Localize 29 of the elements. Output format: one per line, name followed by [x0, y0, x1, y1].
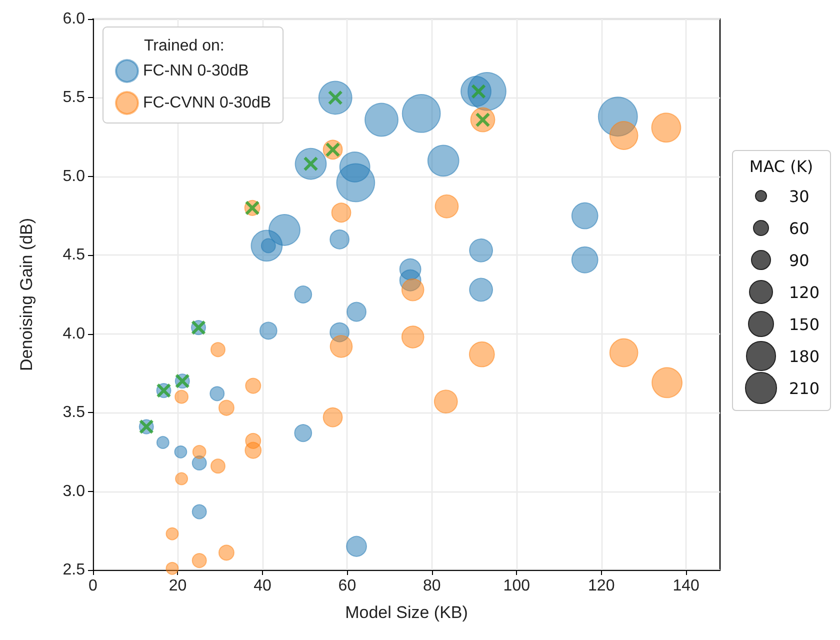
- legend-label: 120: [789, 282, 820, 302]
- y-axis-title: Denoising Gain (dB): [17, 218, 36, 372]
- legend-label: 150: [789, 314, 820, 334]
- legend-label: 30: [789, 186, 810, 206]
- legend-label: FC-CVNN 0-30dB: [143, 94, 272, 112]
- x-tick-label: 20: [168, 578, 187, 594]
- y-tick-label: 2.5: [62, 562, 86, 578]
- x-tick-label: 60: [338, 578, 356, 594]
- x-tick-label: 80: [423, 578, 441, 594]
- y-tick-label: 5.5: [62, 89, 86, 106]
- y-tick-label: 4.5: [62, 246, 86, 264]
- text: MAC (K): [748, 157, 814, 176]
- legend-label: 90: [789, 250, 810, 270]
- legend-label: FC-NN 0-30dB: [143, 62, 249, 80]
- x-tick-label: 120: [588, 578, 615, 594]
- legend-label: 180: [789, 346, 820, 366]
- x-tick-label: 40: [254, 578, 272, 594]
- y-tick-label: 5.0: [62, 168, 86, 185]
- x-axis-title: Model Size (KB): [345, 603, 468, 622]
- legend-label: 60: [789, 218, 810, 238]
- legend-title: Trained on:: [144, 38, 224, 54]
- y-tick-label: 3.0: [62, 482, 86, 500]
- x-tick-label: 140: [672, 578, 700, 594]
- y-tick-label: 4.0: [62, 325, 86, 342]
- x-tick-label: 100: [503, 578, 530, 594]
- y-tick-label: 3.5: [62, 404, 86, 422]
- y-tick-label: 6.0: [62, 10, 86, 28]
- x-tick-label: 0: [88, 578, 98, 594]
- legend-label: 210: [789, 378, 820, 398]
